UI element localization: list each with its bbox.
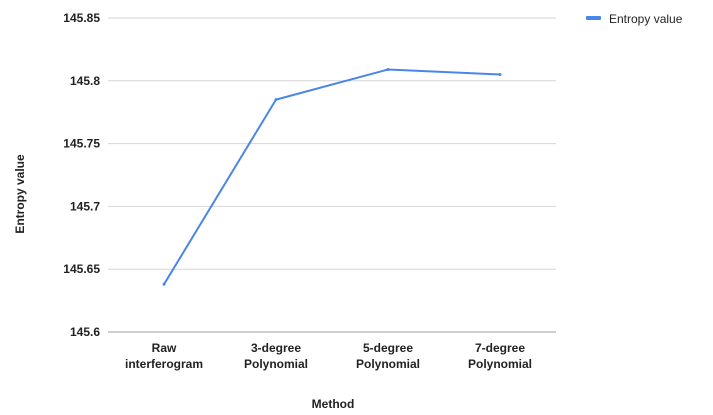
y-tick-label: 145.65	[63, 262, 100, 276]
y-tick-label: 145.85	[63, 11, 100, 25]
x-axis-ticks: Raw interferogram 3-degree Polynomial 5-degr…	[125, 341, 532, 371]
legend: Entropy value	[586, 12, 683, 26]
series-line-entropy-value	[163, 68, 501, 286]
data-point	[274, 98, 278, 102]
y-tick-label: 145.7	[70, 199, 100, 213]
data-point	[386, 67, 390, 71]
gridlines	[108, 17, 556, 333]
data-point	[162, 282, 166, 286]
x-axis-title: Method	[312, 397, 355, 411]
series-layer	[162, 67, 502, 286]
y-tick-label: 145.75	[63, 137, 100, 151]
x-tick-label: Raw interferogram	[125, 341, 203, 371]
y-tick-label: 145.8	[70, 74, 100, 88]
x-tick-label: 5-degree Polynomial	[356, 341, 420, 371]
y-axis-title: Entropy value	[13, 154, 27, 234]
x-tick-label: 3-degree Polynomial	[244, 341, 308, 371]
y-axis-ticks: 145.6 145.65 145.7 145.75 145.8 145.85	[63, 11, 100, 339]
legend-swatch	[586, 16, 601, 20]
data-point	[498, 73, 502, 77]
legend-label-entropy-value: Entropy value	[609, 12, 683, 26]
y-tick-label: 145.6	[70, 325, 100, 339]
x-tick-label: 7-degree Polynomial	[468, 341, 532, 371]
